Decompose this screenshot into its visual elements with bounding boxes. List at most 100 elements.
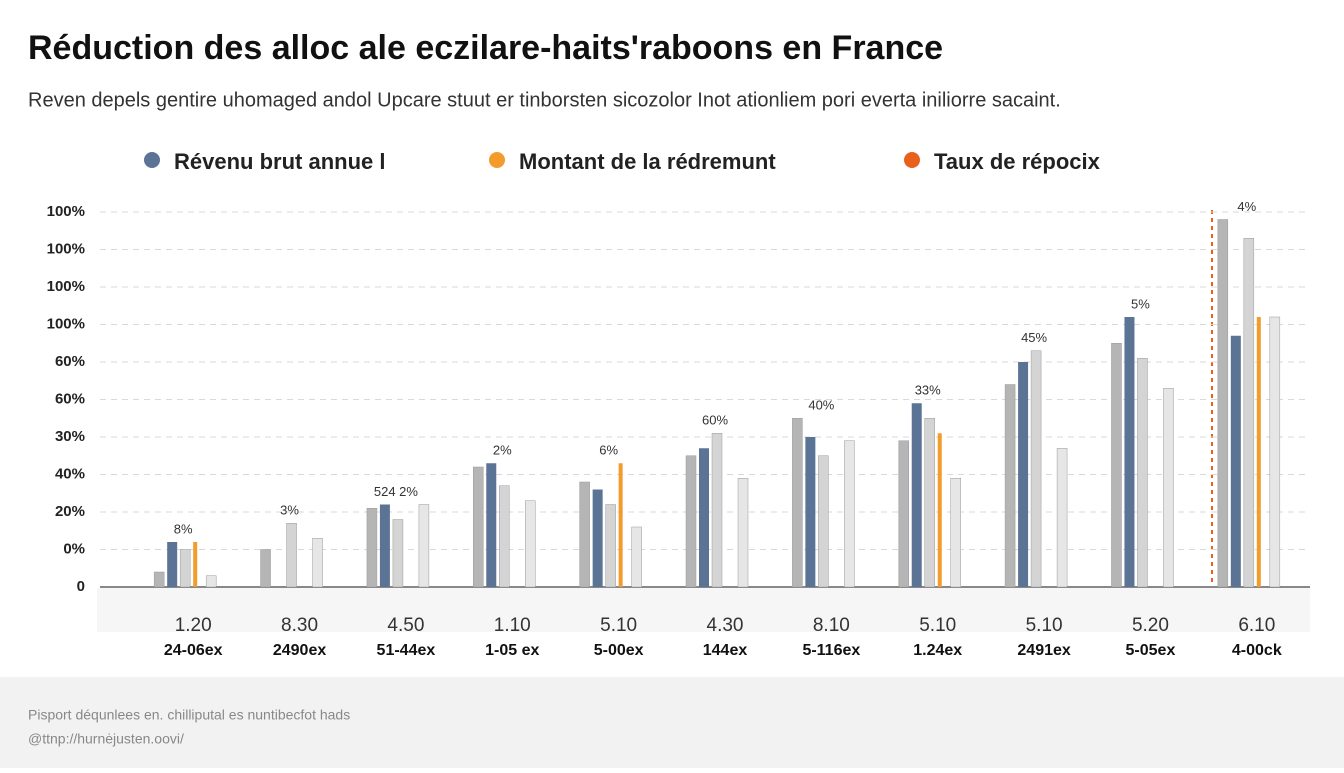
data-annotation: 45% [1021,330,1047,345]
x-tick-sublabel: 1-05 ex [485,642,539,659]
x-tick-sublabel: 1.24ex [913,642,962,659]
data-annotation: 2% [493,443,512,458]
bar [792,418,803,588]
x-tick-sublabel: 144ex [703,642,748,659]
bar [818,455,829,588]
axis-band [97,588,1310,632]
legend-marker [489,152,505,168]
bar [924,418,935,588]
bar [1163,388,1174,588]
legend-marker [904,152,920,168]
y-tick-label: 100% [47,203,85,220]
bar [805,437,816,587]
bar [1124,317,1135,587]
x-tick-label: 4.50 [387,615,424,636]
chart-subtitle: Reven depels gentire uhomaged andol Upca… [28,89,1061,111]
bar [312,538,323,588]
data-annotation: 4% [1237,199,1256,214]
y-tick-label: 60% [55,390,85,407]
y-tick-label: 100% [47,240,85,257]
bar [366,508,378,588]
data-annotation: 6% [599,443,618,458]
y-tick-label: 100% [47,278,85,295]
bar [631,526,642,588]
bar [1243,238,1255,588]
y-tick-label: 40% [55,465,85,482]
bar [1111,343,1122,588]
bar [1137,358,1148,588]
footer-source: Pisport déqunlees en. chilliputal es nun… [28,707,350,723]
bar [937,433,942,587]
bar [418,504,430,588]
bar [392,519,404,588]
bar [711,433,723,588]
y-tick-label: 100% [47,315,85,332]
bar [205,575,217,588]
bar [685,455,697,588]
x-tick-label: 5.20 [1132,615,1169,636]
bar [699,448,709,587]
bar [379,504,390,587]
x-tick-sublabel: 4-00ck [1232,642,1282,659]
bar [153,571,165,588]
bar [1004,384,1016,588]
bar [473,466,484,588]
y-tick-label: 30% [55,428,85,445]
x-tick-label: 5.10 [1026,615,1063,636]
bar [1256,317,1261,587]
x-tick-sublabel: 5-05ex [1126,642,1176,659]
x-tick-label: 1.10 [494,615,531,636]
x-tick-label: 6.10 [1238,615,1275,636]
data-annotation: 5% [1131,296,1150,311]
y-tick-label: 0 [77,578,85,595]
bar [179,549,191,588]
x-tick-sublabel: 2491ex [1017,642,1070,659]
bar [1018,362,1029,587]
y-tick-label: 60% [55,353,85,370]
data-annotation: 524 2% [374,484,419,499]
bar [167,542,178,587]
data-annotation: 3% [280,503,299,518]
chart-title: Réduction des alloc ale eczilare-haits'r… [28,29,943,67]
x-tick-label: 5.10 [919,615,956,636]
bar [579,481,590,588]
bar [193,542,198,587]
data-annotation: 8% [174,521,193,536]
bar [950,478,961,588]
bar [1230,335,1241,587]
legend-marker [144,152,160,168]
data-annotation: 40% [808,398,834,413]
bar [486,463,497,587]
legend-label: Montant de la rédremunt [519,149,776,174]
x-tick-sublabel: 51-44ex [377,642,436,659]
legend-label: Révenu brut annue l [174,149,385,174]
x-tick-sublabel: 24-06ex [164,642,223,659]
x-tick-sublabel: 5-116ex [802,642,860,659]
bar [1056,448,1068,588]
footer-band [0,677,1344,768]
bar [911,403,922,587]
bar [499,485,510,588]
x-tick-label: 1.20 [175,615,212,636]
y-tick-label: 20% [55,503,85,520]
data-annotation: 60% [702,413,728,428]
x-tick-sublabel: 5-00ex [594,642,644,659]
x-tick-label: 8.10 [813,615,850,636]
bar [525,500,536,588]
bar [1269,316,1281,588]
x-tick-label: 8.30 [281,615,318,636]
bar [1217,219,1229,588]
bar [898,440,909,588]
y-tick-label: 0% [63,540,85,557]
bar [844,440,855,588]
bar [260,549,271,588]
x-tick-label: 5.10 [600,615,637,636]
bar [618,463,623,587]
footer-url: @ttnp://hurnėjusten.oovi/ [28,731,184,747]
bar [592,489,603,587]
x-tick-sublabel: 2490ex [273,642,326,659]
bar [286,523,297,588]
data-annotation: 33% [915,383,941,398]
bar [1030,350,1042,588]
